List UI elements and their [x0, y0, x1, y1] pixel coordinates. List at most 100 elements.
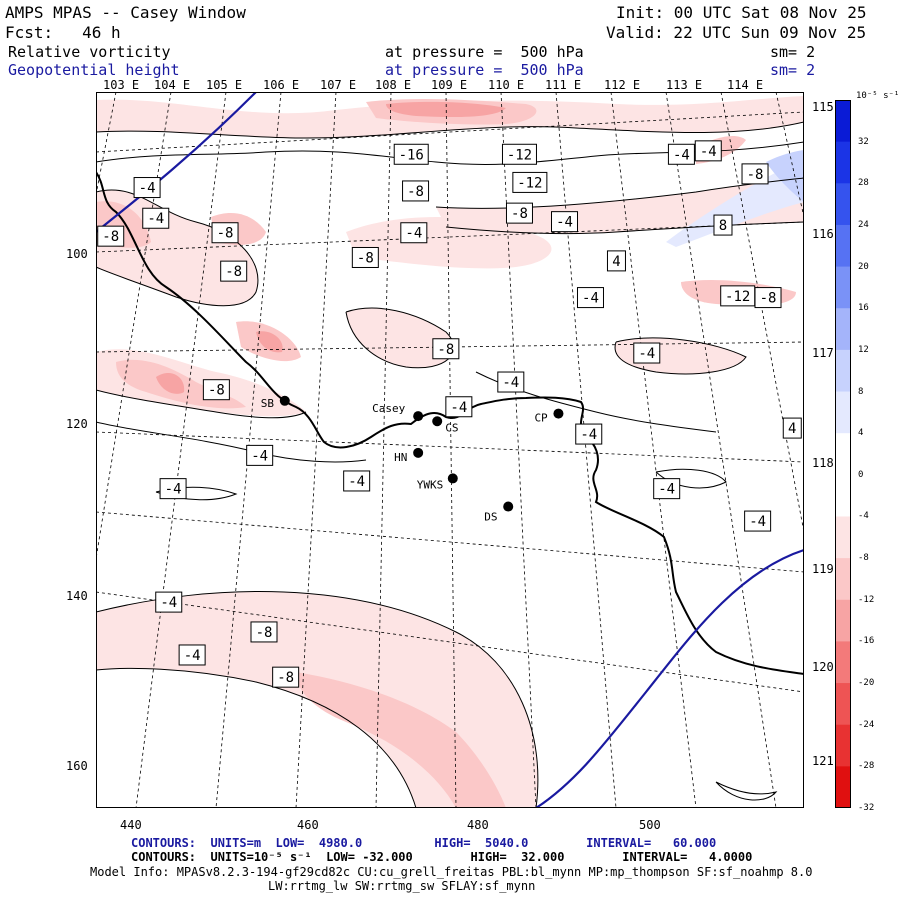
- contour-label-text: -4: [147, 211, 164, 227]
- contour-label: -4: [246, 444, 274, 466]
- colorbar-tick-label: -28: [858, 761, 875, 772]
- contour-label: -4: [576, 287, 604, 309]
- footer-model-info: Model Info: MPASv8.2.3-194-gf29cd82c CU:…: [90, 865, 813, 879]
- contour-label-text: -12: [725, 289, 750, 305]
- x-tick-label: 500: [639, 818, 661, 832]
- contour-label: -8: [220, 260, 248, 282]
- y-tick-label: 160: [66, 759, 88, 773]
- contour-label: 4: [782, 417, 802, 439]
- colorbar-tick-label: -24: [858, 719, 875, 730]
- contour-label: 4: [606, 250, 626, 272]
- colorbar-tick-label: -16: [858, 636, 875, 647]
- field1-level: at pressure = 500 hPa: [385, 43, 584, 61]
- contour-label: -8: [351, 246, 379, 268]
- contour-label-text: -8: [102, 229, 119, 245]
- contour-label-text: -16: [399, 147, 424, 163]
- contour-label-text: -4: [580, 427, 597, 443]
- contour-label-text: -8: [437, 342, 454, 358]
- contour-label: -4: [497, 371, 525, 393]
- contour-label-text: -4: [658, 482, 675, 498]
- contour-label-text: -4: [165, 482, 182, 498]
- contour-label: -12: [720, 285, 756, 307]
- lon-label: 105 E: [206, 78, 243, 92]
- y-tick-label: 120: [66, 417, 88, 431]
- colorbar-tick-label: -8: [858, 553, 869, 564]
- colorbar-swatch: [835, 558, 851, 601]
- contour-label-text: -4: [638, 346, 655, 362]
- colorbar-swatch: [835, 641, 851, 684]
- contour-label-text: -4: [251, 448, 268, 464]
- colorbar-tick-label: 16: [858, 303, 869, 314]
- footer-model-info-2: LW:rrtmg_lw SW:rrtmg_sw SFLAY:sf_mynn: [268, 879, 536, 893]
- lon-label: 109 E: [431, 78, 468, 92]
- colorbar-swatch: [835, 724, 851, 767]
- contour-label-text: -12: [517, 175, 542, 191]
- map-frame: [96, 92, 804, 808]
- colorbar-tick-label: 32: [858, 136, 869, 147]
- field2-name: Geopotential height: [8, 61, 180, 79]
- contour-labels: -16 -12 -4 -4 -8 -4 -12 -8 -4 -8 -4 8 -8 -8 -4 -8 4 -8 -12…: [97, 140, 802, 688]
- contour-label-text: -8: [208, 383, 225, 399]
- field1-name: Relative vorticity: [8, 43, 171, 61]
- contour-label-text: 4: [612, 254, 620, 270]
- valid-time: Valid: 22 UTC Sun 09 Nov 25: [606, 23, 867, 42]
- x-tick-label: 440: [120, 818, 142, 832]
- station-label: HN: [394, 451, 407, 464]
- y-tick-label: 140: [66, 589, 88, 603]
- lon-label: 108 E: [375, 78, 412, 92]
- contour-label: -4: [400, 222, 428, 244]
- colorbar-swatch: [835, 349, 851, 393]
- contour-label: -4: [667, 143, 695, 165]
- contour-label: -4: [159, 478, 187, 500]
- contour-label: -4: [155, 591, 183, 613]
- contour-label: -8: [202, 379, 230, 401]
- contour-label: -4: [142, 207, 170, 229]
- lon-label: 107 E: [320, 78, 357, 92]
- contour-label: -8: [741, 163, 769, 185]
- station-label: SB: [261, 397, 275, 410]
- colorbar-swatch: [835, 224, 851, 268]
- colorbar-tick-label: 28: [858, 178, 869, 189]
- lon-label: 113 E: [666, 78, 703, 92]
- contour-label: -4: [575, 423, 603, 445]
- colorbar-swatch: [835, 391, 851, 434]
- colorbar-tick-label: 0: [858, 469, 864, 480]
- station-marker: [503, 501, 514, 512]
- contour-label-text: -4: [582, 291, 599, 307]
- field2-smooth: sm= 2: [770, 61, 816, 79]
- station-marker: [413, 447, 424, 458]
- contour-label: -12: [501, 143, 537, 165]
- station-marker: [279, 395, 290, 406]
- contour-label: -4: [744, 510, 772, 532]
- colorbar-swatch: [835, 516, 851, 559]
- station-label: DS: [484, 511, 497, 524]
- contour-label: -4: [445, 396, 473, 418]
- colorbar-swatch: [835, 100, 851, 143]
- colorbar-tick-label: -12: [858, 594, 875, 605]
- colorbar-swatch: [835, 599, 851, 642]
- contour-label: -4: [551, 211, 579, 233]
- colorbar-tick-label: 12: [858, 344, 869, 355]
- lon-label: 110 E: [488, 78, 525, 92]
- lon-label: 104 E: [154, 78, 191, 92]
- station-label: CS: [445, 421, 458, 434]
- contour-label: -12: [512, 171, 548, 193]
- colorbar-swatch: [835, 183, 851, 226]
- contour-label-text: -4: [160, 595, 177, 611]
- contour-label: 8: [713, 214, 733, 236]
- contour-label: -8: [505, 202, 533, 224]
- contour-label: -8: [272, 666, 300, 688]
- vorticity-shading: [96, 96, 804, 808]
- contour-label-text: 4: [788, 421, 796, 437]
- colorbar-swatch: [835, 433, 851, 476]
- map-title: AMPS MPAS -- Casey Window: [5, 3, 246, 22]
- contour-label-text: -8: [760, 291, 777, 307]
- contour-label-text: -8: [407, 184, 424, 200]
- field1-smooth: sm= 2: [770, 43, 816, 61]
- contour-label-text: -4: [556, 215, 573, 231]
- lon-label: 112 E: [604, 78, 641, 92]
- stations: SB Casey CS CP HN YWKS DS: [261, 395, 564, 524]
- colorbar-swatch: [835, 141, 851, 184]
- station-marker: [553, 408, 564, 419]
- contour-label-text: -8: [256, 625, 273, 641]
